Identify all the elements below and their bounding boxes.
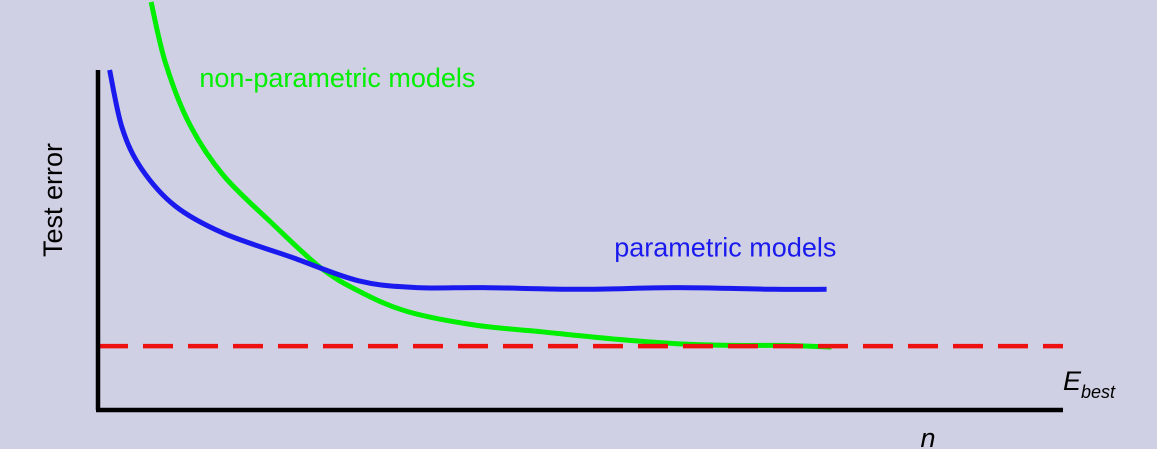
x-axis-label: n bbox=[920, 423, 935, 449]
series-annotation-1: parametric models bbox=[614, 232, 836, 262]
series-line-parametric-models bbox=[107, 69, 827, 292]
e-best-label-sub: best bbox=[1081, 382, 1116, 402]
y-axis-label: Test error bbox=[38, 143, 68, 257]
series-line-non-parametric-models bbox=[148, 1, 832, 350]
series-annotation-0: non-parametric models bbox=[199, 63, 475, 93]
e-best-label: Ebest bbox=[1063, 366, 1116, 402]
e-best-label-main: E bbox=[1063, 366, 1082, 396]
